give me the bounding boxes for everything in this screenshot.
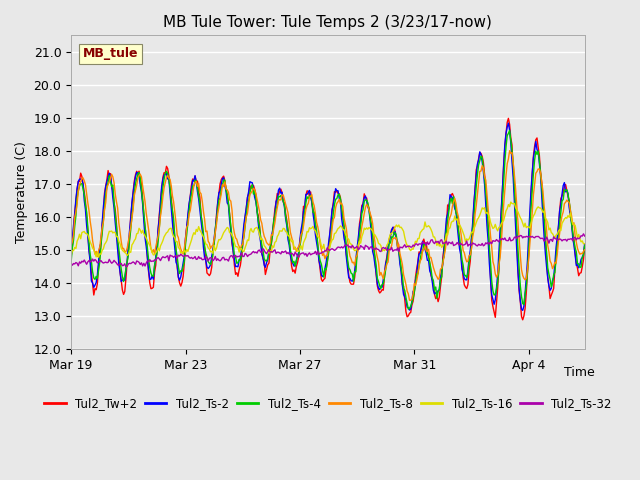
- Y-axis label: Temperature (C): Temperature (C): [15, 141, 28, 243]
- Tul2_Ts-16: [108, 228, 115, 234]
- Tul2_Ts-16: [581, 241, 589, 247]
- Tul2_Ts-32: [475, 241, 483, 247]
- Text: MB_tule: MB_tule: [83, 48, 138, 60]
- Tul2_Ts-2: [504, 120, 512, 126]
- Tul2_Tw+2: [519, 317, 527, 323]
- Tul2_Ts-2: [463, 277, 470, 283]
- Tul2_Ts-4: [67, 259, 75, 264]
- Tul2_Ts-4: [107, 179, 115, 185]
- Tul2_Ts-8: [365, 207, 373, 213]
- Tul2_Ts-32: [539, 236, 547, 241]
- Tul2_Tw+2: [581, 243, 589, 249]
- Tul2_Ts-32: [464, 243, 472, 249]
- Tul2_Ts-16: [475, 215, 483, 220]
- Tul2_Ts-8: [67, 242, 75, 248]
- Tul2_Ts-4: [365, 206, 373, 212]
- Tul2_Ts-8: [406, 298, 413, 303]
- Tul2_Ts-8: [475, 180, 483, 185]
- Legend: Tul2_Tw+2, Tul2_Ts-2, Tul2_Ts-4, Tul2_Ts-8, Tul2_Ts-16, Tul2_Ts-32: Tul2_Tw+2, Tul2_Ts-2, Tul2_Ts-4, Tul2_Ts…: [40, 393, 616, 415]
- Line: Tul2_Ts-4: Tul2_Ts-4: [71, 131, 585, 309]
- Tul2_Ts-32: [107, 259, 115, 264]
- Line: Tul2_Tw+2: Tul2_Tw+2: [71, 119, 585, 320]
- Tul2_Ts-8: [540, 204, 548, 209]
- Tul2_Ts-32: [67, 261, 75, 266]
- Line: Tul2_Ts-2: Tul2_Ts-2: [71, 123, 585, 311]
- Tul2_Ts-4: [540, 214, 548, 219]
- Tul2_Ts-2: [67, 252, 75, 258]
- Tul2_Ts-2: [540, 234, 548, 240]
- Title: MB Tule Tower: Tule Temps 2 (3/23/17-now): MB Tule Tower: Tule Temps 2 (3/23/17-now…: [163, 15, 492, 30]
- Tul2_Ts-32: [425, 241, 433, 247]
- Tul2_Tw+2: [540, 220, 548, 226]
- Tul2_Tw+2: [463, 286, 470, 291]
- Tul2_Ts-16: [540, 208, 548, 214]
- Tul2_Ts-2: [365, 207, 373, 213]
- Tul2_Ts-16: [95, 254, 102, 260]
- Tul2_Tw+2: [365, 205, 373, 211]
- Tul2_Ts-32: [122, 264, 130, 270]
- Tul2_Tw+2: [424, 250, 431, 255]
- Tul2_Ts-8: [425, 246, 433, 252]
- X-axis label: Time: Time: [564, 366, 595, 379]
- Tul2_Ts-16: [366, 226, 374, 231]
- Tul2_Ts-16: [425, 223, 433, 228]
- Tul2_Ts-16: [67, 252, 75, 257]
- Tul2_Ts-4: [506, 128, 513, 133]
- Tul2_Ts-32: [580, 231, 588, 237]
- Line: Tul2_Ts-32: Tul2_Ts-32: [71, 234, 585, 267]
- Tul2_Ts-4: [425, 254, 433, 260]
- Tul2_Tw+2: [504, 116, 512, 121]
- Tul2_Ts-2: [474, 161, 481, 167]
- Tul2_Tw+2: [67, 254, 75, 260]
- Tul2_Ts-2: [107, 173, 115, 179]
- Tul2_Ts-32: [366, 244, 374, 250]
- Tul2_Ts-2: [519, 308, 527, 313]
- Tul2_Ts-32: [581, 233, 589, 239]
- Tul2_Ts-8: [506, 148, 513, 154]
- Tul2_Ts-4: [404, 306, 412, 312]
- Tul2_Ts-16: [464, 237, 472, 243]
- Tul2_Ts-8: [107, 175, 115, 181]
- Tul2_Ts-16: [507, 199, 515, 205]
- Tul2_Tw+2: [474, 163, 481, 168]
- Line: Tul2_Ts-8: Tul2_Ts-8: [71, 151, 585, 300]
- Tul2_Ts-8: [464, 258, 472, 264]
- Tul2_Ts-8: [581, 247, 589, 252]
- Tul2_Ts-4: [464, 271, 472, 276]
- Tul2_Ts-2: [581, 241, 589, 247]
- Line: Tul2_Ts-16: Tul2_Ts-16: [71, 202, 585, 257]
- Tul2_Ts-2: [424, 257, 431, 263]
- Tul2_Ts-4: [581, 242, 589, 248]
- Tul2_Ts-4: [475, 162, 483, 168]
- Tul2_Tw+2: [107, 171, 115, 177]
